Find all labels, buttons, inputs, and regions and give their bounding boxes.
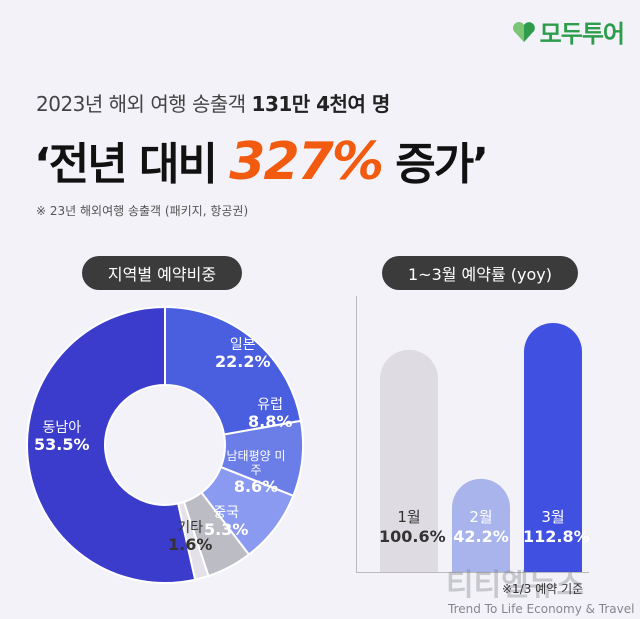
headline-post: 증가’: [395, 139, 489, 190]
headline-pre: ‘전년 대비: [34, 139, 218, 190]
bar-label: 3월 112.8%: [523, 508, 590, 547]
subtitle-bold: 131만 4천여 명: [251, 92, 391, 116]
subtitle: 2023년 해외 여행 송출객 131만 4천여 명: [36, 88, 390, 117]
source-note: ※ 23년 해외여행 송출객 (패키지, 항공권): [36, 204, 249, 218]
watermark: 티티엘뉴스: [446, 568, 584, 603]
donut-slice-label: 동남아 53.5%: [34, 420, 90, 454]
bar-label: 1월 100.6%: [379, 508, 446, 547]
slice-value: 1.6%: [168, 535, 213, 555]
donut-slice-label: 남태평양 미주 8.6%: [226, 449, 286, 496]
slice-value: 8.8%: [248, 412, 293, 432]
headline: ‘전년 대비 327% 증가’: [34, 128, 489, 192]
watermark-sub: Trend To Life Economy & Travel: [448, 602, 635, 616]
donut-slice-label: 일본 22.2%: [215, 337, 271, 371]
donut-chart: [26, 305, 304, 584]
slice-name: 남태평양 미주: [226, 449, 286, 477]
bar-category: 3월: [541, 508, 565, 526]
slice-name: 일본: [229, 337, 256, 353]
brand-name: 모두투어: [539, 20, 625, 48]
bar-value: 112.8%: [523, 526, 590, 546]
bar-category: 2월: [469, 508, 493, 526]
heart-icon: [512, 21, 535, 42]
bar: [452, 478, 510, 572]
bar-footnote: ※1/3 예약 기준: [502, 582, 584, 596]
slice-value: 8.6%: [233, 476, 279, 496]
slice-value: 22.2%: [215, 352, 271, 372]
slice-name: 중국: [213, 505, 240, 521]
slice-value: 5.3%: [204, 520, 249, 540]
bar-chart: [380, 322, 582, 572]
donut-slice: [164, 305, 303, 436]
slice-name: 유럽: [257, 397, 284, 413]
bar-chart-axis: [356, 296, 589, 573]
bar-chart-title: 1~3월 예약률 (yoy): [382, 256, 578, 290]
donut-slice: [26, 305, 197, 584]
headline-value: 327%: [229, 132, 384, 192]
bar: [380, 349, 438, 572]
slice-value: 53.5%: [34, 435, 90, 455]
donut-slice-label: 중국 5.3%: [204, 505, 248, 539]
donut-chart-title: 지역별 예약비중: [82, 256, 242, 290]
bar-value: 100.6%: [379, 526, 446, 546]
donut-slice-label: 유럽 8.8%: [248, 397, 292, 431]
bar-value: 42.2%: [453, 526, 509, 546]
brand-logo: 모두투어: [512, 14, 625, 49]
subtitle-prefix: 2023년 해외 여행 송출객: [36, 92, 246, 116]
slice-name: 동남아: [42, 420, 82, 436]
slice-name: 기타: [177, 520, 204, 536]
bar: [524, 322, 582, 572]
bar-label: 2월 42.2%: [451, 508, 511, 547]
bar-category: 1월: [397, 508, 421, 526]
donut-slice-label: 기타 1.6%: [168, 520, 212, 554]
